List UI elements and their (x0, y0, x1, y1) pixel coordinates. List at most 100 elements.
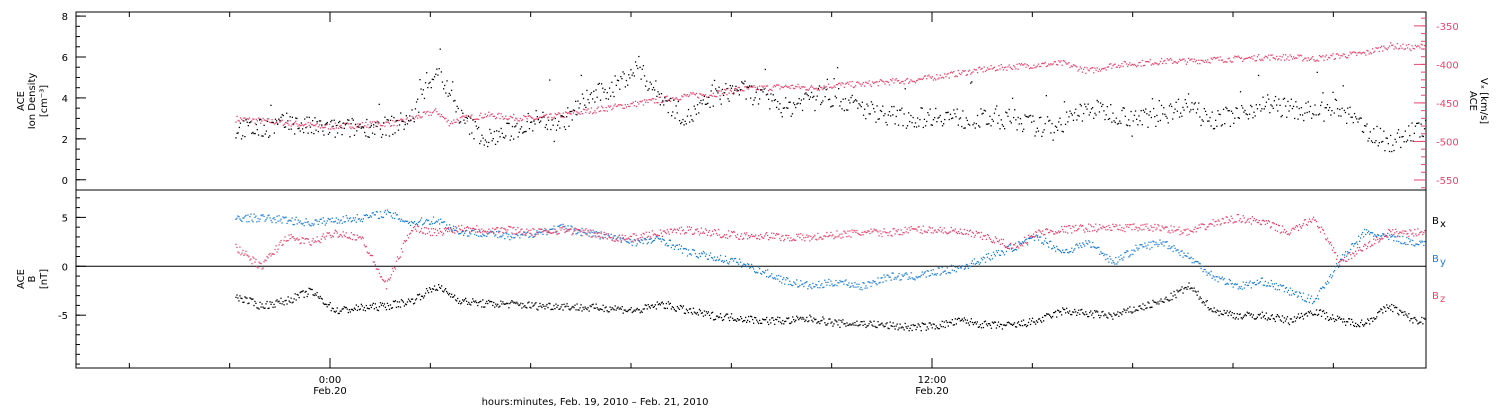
top-point-pink (746, 87, 748, 89)
top-point-pink (1320, 56, 1322, 58)
point-Bz (709, 235, 712, 237)
point-Bx (311, 288, 313, 291)
point-Bx (1112, 318, 1114, 320)
point-Bx (433, 285, 436, 287)
top-point-black (376, 125, 378, 128)
point-Bz (289, 238, 291, 240)
point-Bx (1399, 309, 1401, 311)
top-point-black (806, 93, 808, 96)
top-point-black (1264, 105, 1266, 108)
top-point-black (570, 110, 572, 113)
top-point-pink (1140, 65, 1142, 67)
point-Bz (237, 251, 239, 253)
top-point-pink (1119, 66, 1121, 69)
point-Bz (456, 230, 458, 232)
top-point-pink (496, 117, 498, 119)
top-point-pink (868, 80, 870, 82)
top-point-pink (562, 112, 564, 114)
top-point-pink (493, 115, 496, 117)
top-point-black (1163, 107, 1165, 109)
point-Bx (1156, 303, 1158, 305)
top-point-black (1237, 117, 1239, 119)
point-By (324, 224, 326, 226)
top-point-black (1054, 125, 1057, 127)
point-Bx (331, 307, 333, 309)
top-point-black (566, 116, 568, 118)
point-By (255, 215, 257, 217)
point-Bx (291, 302, 293, 304)
point-By (1417, 243, 1419, 246)
top-point-pink (262, 117, 264, 120)
top-point-pink (671, 97, 673, 100)
top-point-pink (1099, 70, 1102, 72)
top-point-black (739, 89, 742, 91)
top-point-black (1314, 104, 1316, 106)
top-point-pink (666, 95, 668, 97)
point-Bz (725, 234, 728, 236)
point-By (877, 277, 879, 279)
point-Bx (295, 299, 297, 301)
point-Bz (639, 237, 641, 239)
point-Bx (1116, 313, 1118, 315)
point-By (1196, 261, 1198, 263)
top-point-pink (788, 86, 790, 88)
top-point-pink (1077, 70, 1079, 72)
point-Bz (277, 248, 279, 250)
top-point-pink (825, 86, 827, 88)
point-Bz (412, 227, 415, 229)
point-By (1092, 241, 1094, 244)
point-By (897, 275, 899, 277)
point-Bz (584, 229, 586, 231)
point-By (1176, 249, 1178, 251)
top-point-black (1168, 105, 1171, 107)
point-By (1077, 244, 1079, 247)
point-Bz (241, 252, 243, 254)
point-By (885, 280, 887, 282)
top-point-black (766, 93, 769, 95)
point-Bx (535, 302, 537, 304)
top-point-black (947, 111, 949, 113)
point-By (386, 209, 389, 211)
top-point-pink (1167, 59, 1169, 61)
top-point-black (1381, 141, 1383, 143)
top-point-pink (895, 78, 897, 80)
point-Bx (899, 323, 901, 325)
top-point-black (409, 115, 411, 117)
point-Bx (323, 303, 325, 305)
point-By (251, 219, 253, 221)
point-Bx (707, 311, 710, 313)
point-By (1059, 249, 1061, 252)
top-point-pink (1311, 57, 1313, 59)
top-point-black (508, 122, 510, 125)
top-point-black (1149, 111, 1151, 113)
point-Bz (252, 256, 254, 258)
top-point-black (1044, 123, 1046, 125)
top-point-black (666, 100, 668, 102)
point-Bx (307, 293, 309, 295)
top-point-pink (763, 85, 765, 87)
point-By (398, 218, 401, 220)
top-point-pink (482, 117, 484, 119)
point-Bx (612, 308, 614, 310)
top-point-black (1169, 103, 1172, 105)
point-Bz (491, 231, 493, 233)
top-point-pink (1000, 64, 1002, 66)
point-By (460, 232, 462, 235)
point-Bx (1334, 318, 1337, 321)
point-Bz (354, 239, 356, 241)
point-By (1041, 242, 1043, 244)
point-Bz (496, 227, 498, 229)
top-point-black (1129, 125, 1131, 127)
top-point-black (1147, 126, 1149, 128)
top-point-pink (607, 105, 610, 107)
top-point-pink (645, 101, 647, 103)
point-Bx (870, 321, 872, 323)
point-By (823, 286, 825, 288)
point-Bz (442, 234, 444, 236)
point-By (924, 271, 926, 273)
point-By (797, 286, 799, 288)
point-Bx (1121, 313, 1123, 316)
top-point-pink (643, 99, 646, 101)
top-point-black (887, 114, 889, 116)
point-Bz (324, 238, 326, 240)
